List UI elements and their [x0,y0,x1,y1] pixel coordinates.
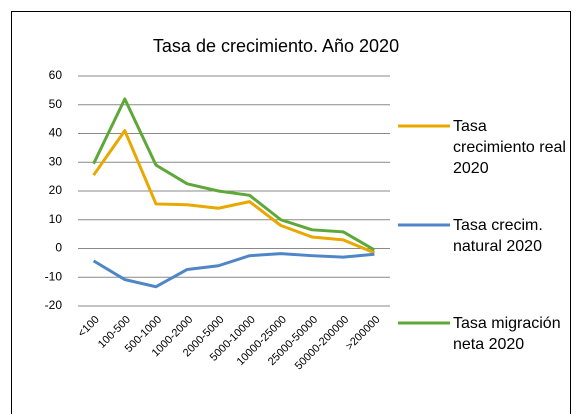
y-tick-label: 20 [49,183,63,197]
y-tick-label: -10 [45,269,63,283]
series-line [92,129,375,255]
series-line [92,252,375,289]
y-tick-label: 0 [55,241,62,255]
series-line [92,97,376,252]
y-tick-label: 30 [49,154,63,168]
legend-label: Tasa migración neta 2020 [453,315,561,353]
chart-title: Tasa de crecimiento. Año 2020 [153,36,399,56]
y-tick-label: 50 [49,97,63,111]
y-tick-label: -20 [45,298,63,312]
legend-label: Tasa crecimiento real 2020 [453,118,566,177]
y-tick-label: 60 [49,68,63,82]
y-tick-label: 10 [49,212,63,226]
y-tick-label: 40 [49,126,63,140]
legend-label: Tasa crecim. natural 2020 [453,217,543,255]
chart-frame [11,11,571,414]
